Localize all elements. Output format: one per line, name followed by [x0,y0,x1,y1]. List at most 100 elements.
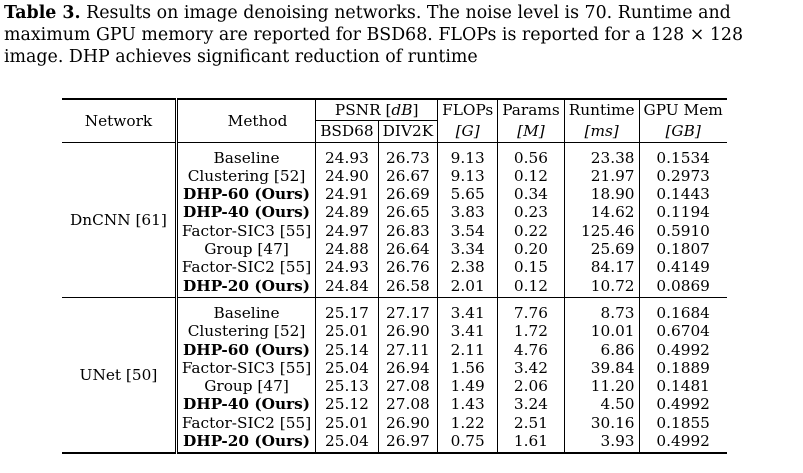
gpumem-cell: 0.1855 [656,413,710,432]
table-caption: Table 3. Results on image denoising netw… [4,2,800,68]
bsd68-cell: 25.12 [315,395,379,414]
table-row: DHP-20 (Ours) 24.84 26.58 2.01 0.12 10.72 0.08… [62,276,727,298]
flops-cell: 3.41 [437,296,499,323]
gpumem-cell: 0.1194 [656,203,710,222]
runtime-cell: 21.97 [564,166,640,186]
table-row: UNet [50] Baseline 25.17 27.17 3.41 7.76 8.73 0… [62,296,727,455]
params-cell: 7.76 [497,296,565,323]
runtime-cell: 14.62 [564,203,640,222]
flops-cell: 1.43 [437,395,499,414]
table-row: DHP-40 (Ours) 25.12 27.08 1.43 3.24 4.50 0.499… [62,395,727,414]
bsd68-cell: 25.13 [315,377,379,396]
gpumem-cell: 0.0869 [656,276,710,295]
params-cell: 0.23 [497,203,565,222]
results-table: Network Method PSNR [dB] FLOPs Params Ru… [62,97,727,455]
table-row: Clustering [52] 24.90 26.67 9.13 0.12 21.97 0.… [62,166,727,186]
flops-cell: 2.38 [437,258,499,277]
runtime-cell: 10.01 [564,322,640,341]
gpumem-unit: [GB] [665,122,701,141]
method-cell: DHP-40 (Ours) [176,203,317,222]
header-row-2: BSD68 DIV2K [G] [M] [ms] [GB] [62,120,727,143]
gpumem-cell: 0.4992 [639,432,727,455]
method-cell: DHP-20 (Ours) [176,432,317,455]
method-cell: Baseline [176,141,317,167]
div2k-cell: 26.90 [378,322,439,341]
div2k-cell: 26.90 [378,413,439,433]
div2k-cell: 26.76 [378,258,439,277]
gpumem-cell: 0.4992 [656,340,710,359]
flops-cell: 1.56 [437,358,499,378]
table-row: Group [47] 24.88 26.64 3.34 0.20 25.69 0.1807 [62,240,727,259]
col-flops-header: FLOPs [437,98,499,121]
div2k-cell: 26.64 [378,240,439,259]
params-cell: 0.34 [497,185,565,204]
method-cell: DHP-60 (Ours) [176,340,317,359]
method-cell: Group [47] [176,240,317,259]
caption-label: Table 3. [4,3,81,23]
col-bsd68-header: BSD68 [315,120,379,143]
table-row: Factor-SIC3 [55] 24.97 26.83 3.54 0.22 125.46… [62,221,727,241]
col-method-header: Method [176,97,317,143]
params-cell: 2.06 [497,377,565,396]
params-cell: 0.20 [497,240,565,259]
header-row-1: Network Method PSNR [dB] FLOPs Params Ru… [62,97,727,143]
method-cell: DHP-60 (Ours) [176,185,317,204]
div2k-cell: 27.17 [378,296,439,323]
div2k-cell: 26.67 [378,166,439,186]
div2k-cell: 26.65 [378,203,439,222]
gpumem-cell: 0.4992 [656,395,710,414]
method-cell: DHP-40 (Ours) [176,395,317,414]
bsd68-cell: 25.04 [315,432,379,455]
flops-cell: 3.54 [437,221,499,241]
div2k-cell: 27.08 [378,377,439,396]
method-cell: Group [47] [176,377,317,396]
method-cell: DHP-20 (Ours) [176,276,317,298]
params-cell: 1.61 [497,432,565,455]
col-params-header: Params [497,98,565,121]
table-row: DHP-60 (Ours) 25.14 27.11 2.11 4.76 6.86 0.499… [62,340,727,359]
table-row: DHP-60 (Ours) 24.91 26.69 5.65 0.34 18.90 0.14… [62,185,727,204]
gpumem-cell: 0.1534 [639,141,727,167]
caption-text-1: Results on image denoising networks. The… [80,3,731,23]
table-row: Factor-SIC2 [55] 25.01 26.90 1.22 2.51 30.16 0… [62,413,727,433]
bsd68-cell: 25.01 [315,322,379,341]
method-cell: Factor-SIC2 [55] [176,413,317,433]
caption-line-1: Table 3. Results on image denoising netw… [4,2,800,24]
psnr-close: ] [412,101,419,119]
runtime-cell: 125.46 [564,221,640,241]
params-cell: 0.15 [497,258,565,277]
params-cell: 0.12 [497,166,565,186]
caption-line-2: maximum GPU memory are reported for BSD6… [4,25,744,45]
flops-cell: 9.13 [437,141,499,167]
network-cell: DnCNN [61] [62,141,178,298]
table-row: Factor-SIC2 [55] 24.93 26.76 2.38 0.15 84.17 0… [62,258,727,277]
runtime-cell: 39.84 [564,358,640,378]
div2k-cell: 26.58 [378,276,439,298]
bsd68-cell: 25.01 [315,413,379,433]
flops-cell: 3.83 [437,203,499,222]
runtime-cell: 6.86 [564,340,640,359]
flops-cell: 5.65 [437,185,499,204]
bsd68-cell: 24.88 [315,240,379,259]
runtime-cell: 25.69 [564,240,640,259]
flops-cell: 1.49 [437,377,499,396]
gpumem-cell: 0.1481 [656,377,710,396]
flops-cell: 1.22 [437,413,499,433]
table-body: DnCNN [61] Baseline 24.93 26.73 9.13 0.56 23.3… [62,141,727,455]
col-network-header: Network [62,97,178,143]
gpumem-cell: 0.2973 [656,166,710,185]
psnr-unit: dB [391,101,413,119]
bsd68-cell: 24.89 [315,203,379,222]
method-cell: Factor-SIC2 [55] [176,258,317,277]
runtime-cell: 23.38 [564,141,640,167]
table-row: Factor-SIC3 [55] 25.04 26.94 1.56 3.42 39.84 0… [62,358,727,378]
gpumem-cell: 0.6704 [656,322,710,341]
runtime-cell: 18.90 [564,185,640,204]
params-cell: 0.22 [497,221,565,241]
col-div2k-header: DIV2K [378,120,439,143]
params-cell: 0.56 [497,141,565,167]
flops-cell: 2.01 [437,276,499,298]
gpumem-cell: 0.1443 [656,185,710,204]
psnr-label: PSNR [ [334,101,392,119]
bsd68-cell: 24.93 [315,141,379,167]
